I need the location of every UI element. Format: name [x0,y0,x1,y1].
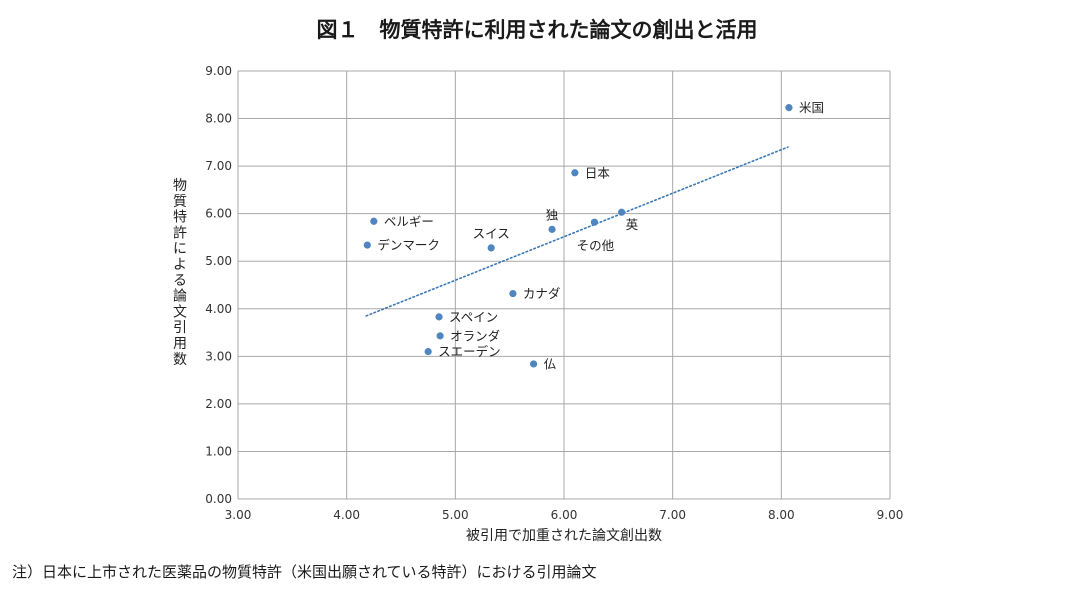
x-tick-label: 6.00 [551,508,578,522]
y-tick-label: 5.00 [205,254,232,268]
data-point [436,332,444,340]
y-tick-label: 6.00 [205,207,232,221]
data-point [571,169,579,177]
y-axis-title-text: 物質特許による論文引用数 [173,178,187,368]
y-tick-label: 1.00 [205,444,232,458]
chart-title: 図１ 物質特許に利用された論文の創出と活用 [316,17,758,42]
point-label: 独 [546,207,559,222]
point-label: ベルギー [384,214,434,229]
point-label: デンマーク [377,238,440,253]
point-label: カナダ [523,286,561,301]
x-tick-label: 7.00 [659,508,686,522]
point-label: 仏 [544,356,557,371]
trendline [365,146,789,317]
data-point [424,347,432,356]
x-axis-title: 被引用で加重された論文創出数 [466,528,662,544]
y-tick-label: 3.00 [205,349,232,363]
x-tick-label: 5.00 [442,508,469,522]
data-point [590,218,599,226]
y-tick-label: 9.00 [205,64,232,78]
point-label: スエーデン [438,344,501,359]
point-label: 日本 [585,165,611,180]
data-point [370,217,378,225]
data-point [363,241,371,249]
data-point [529,360,538,368]
point-label: 英 [626,217,639,232]
x-tick-label: 9.00 [877,508,904,522]
data-point [487,244,495,252]
x-tick-label: 4.00 [333,508,360,522]
data-point [617,208,626,216]
data-point [548,225,556,233]
grid-lines [237,70,891,500]
point-label: 米国 [799,100,824,115]
x-tick-label: 8.00 [768,508,795,522]
y-tick-label: 8.00 [205,112,232,126]
point-label: オランダ [450,328,500,343]
data-point [509,289,517,298]
y-tick-label: 2.00 [205,397,232,411]
data-point [435,313,443,321]
point-label: その他 [577,238,615,253]
tick-labels: 0.00 1.00 2.00 3.00 4.00 5.00 6.00 7.00 8.00 9.00… [205,64,903,522]
trendline-group [365,146,789,317]
y-axis-title: 物質特許による論文引用数 [173,178,187,368]
data-point [785,104,793,112]
y-tick-label: 0.00 [205,492,232,506]
point-label: スイス [473,226,510,241]
footnote: 注）日本に上市された医薬品の物質特許（米国出願されている特許）における引用論文 [12,563,597,581]
y-tick-label: 7.00 [205,159,232,173]
x-tick-label: 3.00 [225,508,252,522]
point-label: スペイン [449,309,498,324]
y-tick-label: 4.00 [205,302,232,316]
